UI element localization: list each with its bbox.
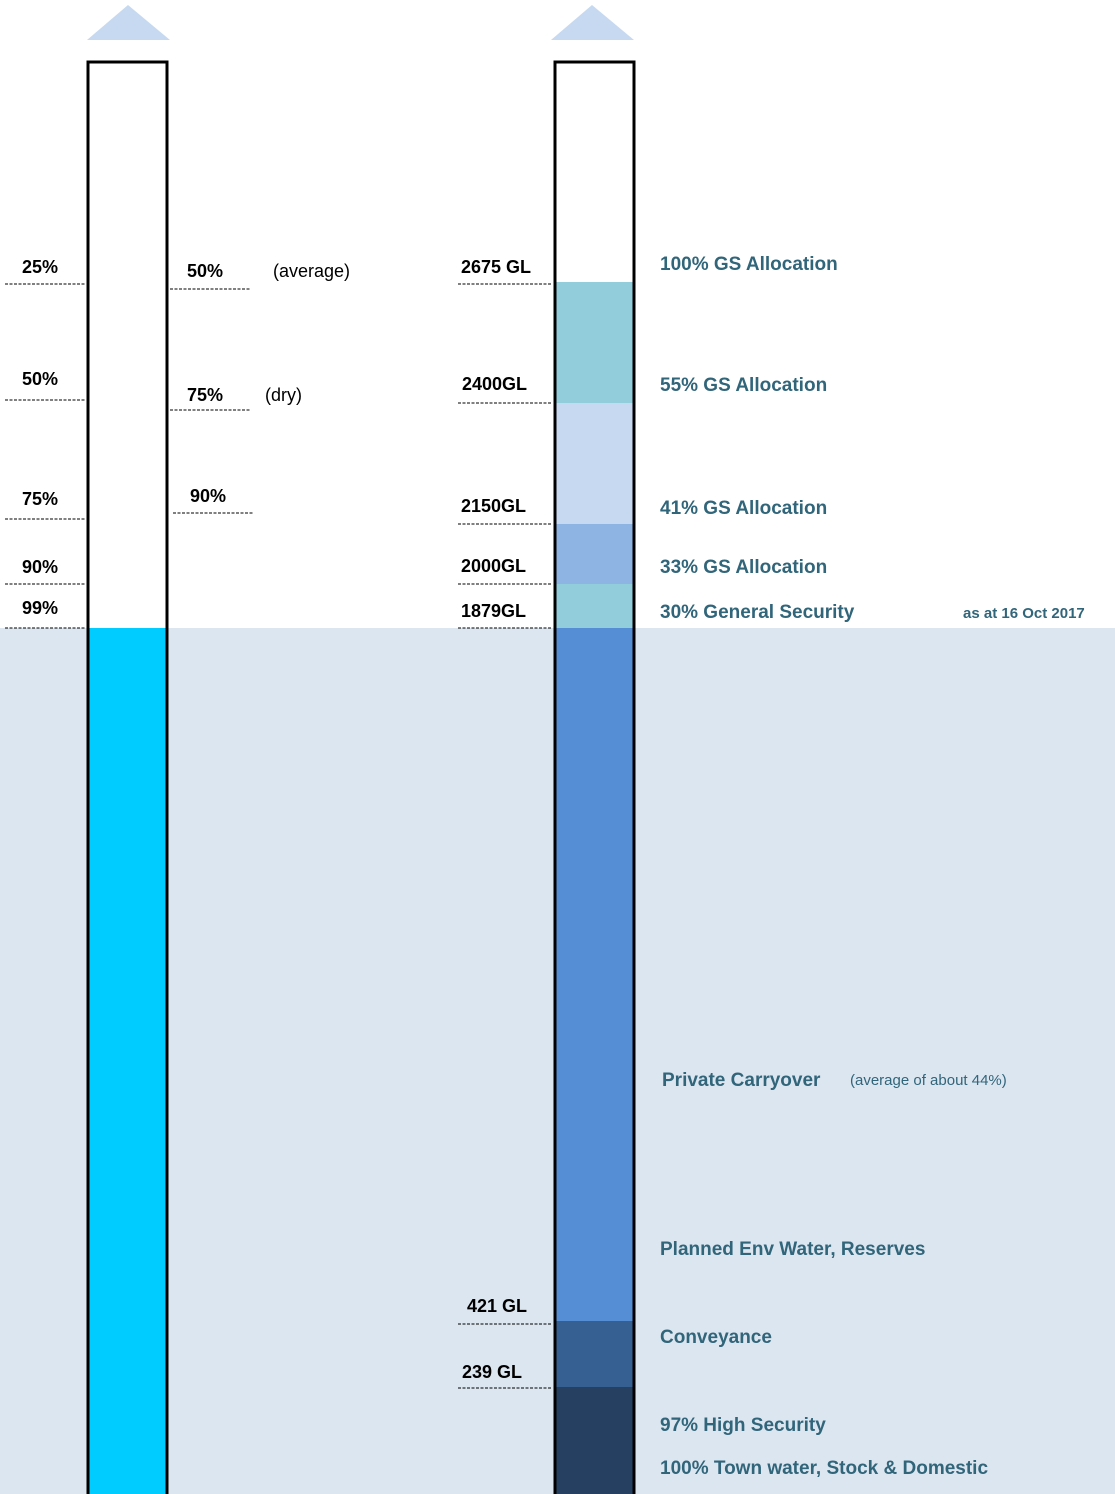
percent-label: 75% [187, 385, 223, 405]
allocation-label: Planned Env Water, Reserves [660, 1239, 925, 1260]
allocation-label: 97% High Security [660, 1415, 826, 1436]
percent-label: 90% [190, 486, 226, 506]
fill-level [88, 628, 167, 1494]
volume-label: 2150GL [461, 496, 526, 516]
carryover-note: (average of about 44%) [850, 1072, 1007, 1089]
allocation-label: 41% GS Allocation [660, 498, 827, 519]
volume-label: 2400GL [462, 374, 527, 394]
allocation-label: Private Carryover [662, 1070, 821, 1091]
volume-label: 239 GL [462, 1362, 522, 1382]
percent-label: 90% [22, 557, 58, 577]
percent-label: 75% [22, 489, 58, 509]
segment [555, 403, 634, 524]
allocation-label: 33% GS Allocation [660, 557, 827, 578]
segment [555, 282, 634, 403]
arrow-up [87, 5, 170, 40]
volume-scale: 2675 GL 2400GL 2150GL 2000GL 1879GL 421 … [458, 257, 552, 1389]
arrow-up [551, 5, 634, 40]
segment [555, 1387, 634, 1494]
volume-label: 2000GL [461, 556, 526, 576]
volume-label: 421 GL [467, 1296, 527, 1316]
allocation-label: 100% GS Allocation [660, 254, 838, 275]
middle-scale: 50% (average) 75% (dry) 90% [170, 261, 350, 514]
segment [555, 628, 634, 1321]
allocation-label: 55% GS Allocation [660, 375, 827, 396]
segment [555, 1321, 634, 1387]
left-scale: 25% 50% 75% 90% 99% [5, 257, 85, 629]
volume-label: 1879GL [461, 601, 526, 621]
percent-label: 99% [22, 598, 58, 618]
note: (average) [273, 261, 350, 281]
allocation-label: 100% Town water, Stock & Domestic [660, 1458, 988, 1479]
percent-label: 50% [22, 369, 58, 389]
note: (dry) [265, 385, 302, 405]
segment [555, 584, 634, 628]
percent-label: 25% [22, 257, 58, 277]
left-column [86, 60, 169, 1494]
date-note: as at 16 Oct 2017 [963, 605, 1085, 622]
allocation-label: Conveyance [660, 1327, 772, 1348]
segment [555, 524, 634, 584]
allocation-labels: 100% GS Allocation 55% GS Allocation 41%… [660, 254, 1085, 1479]
percent-label: 50% [187, 261, 223, 281]
right-column [553, 60, 636, 1494]
allocation-label: 30% General Security [660, 602, 855, 623]
volume-label: 2675 GL [461, 257, 531, 277]
right-segments [555, 282, 634, 1494]
